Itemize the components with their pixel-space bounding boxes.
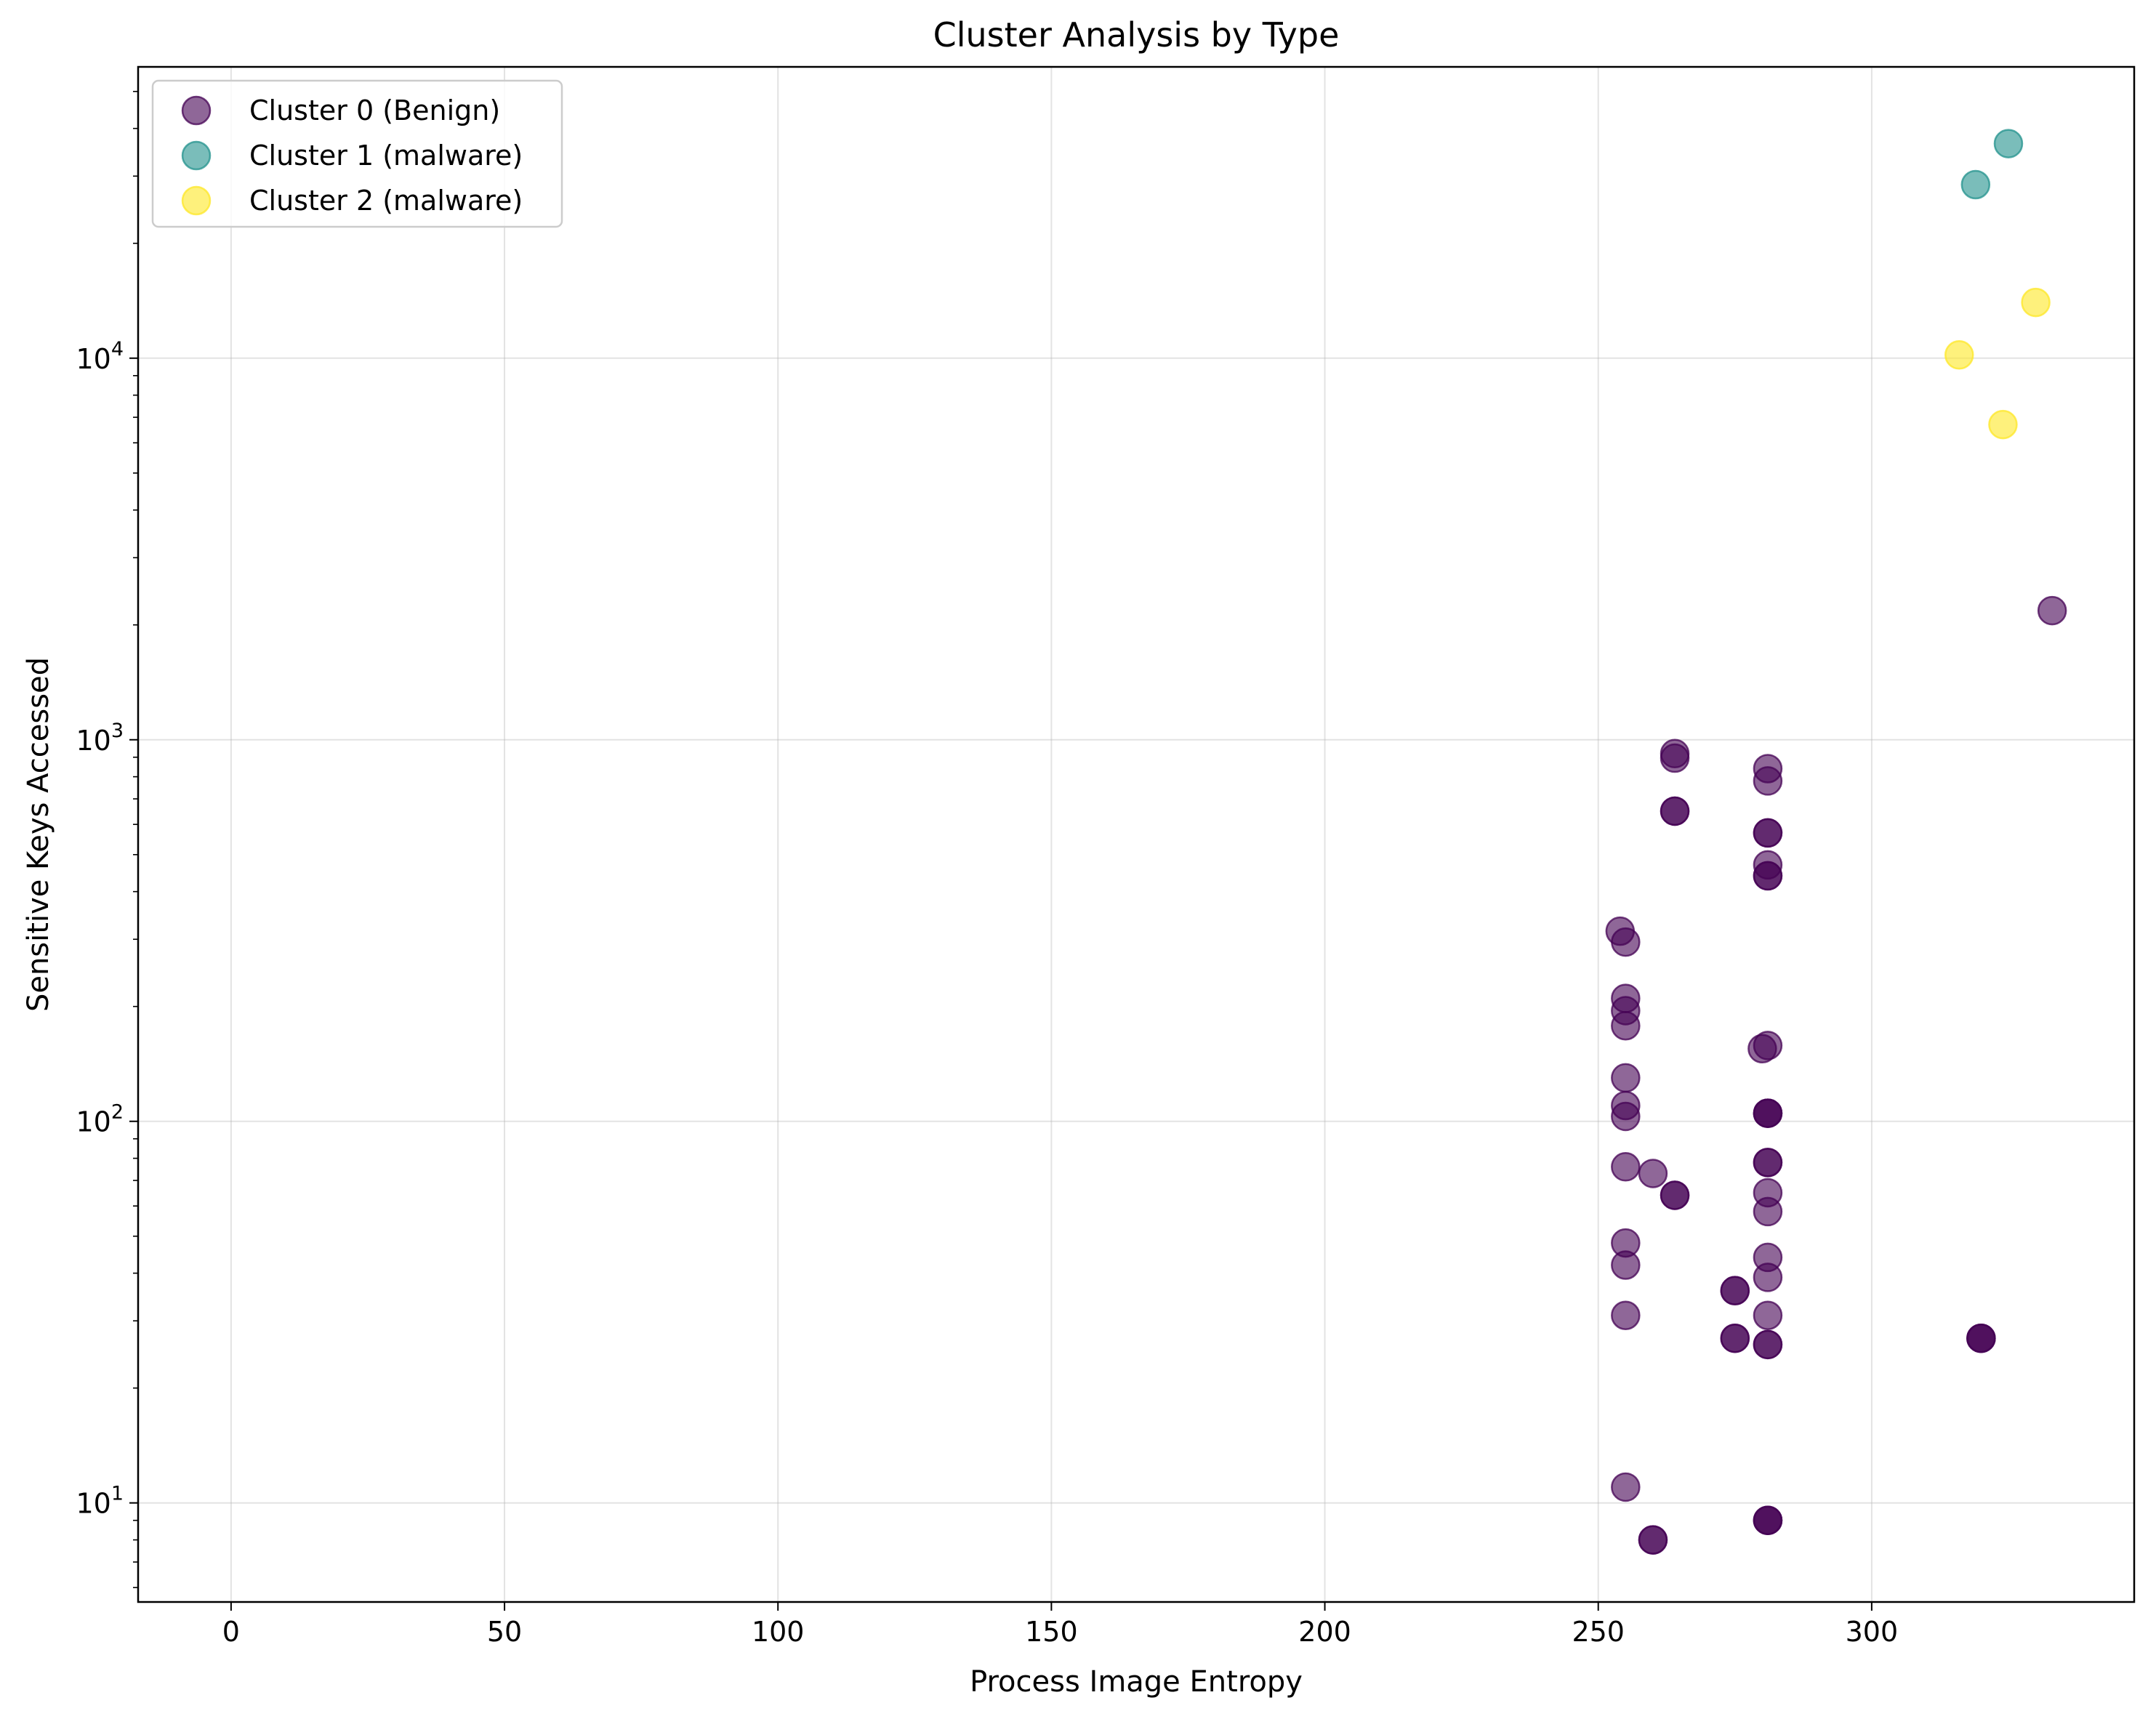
data-point-cluster-0-benign	[1966, 1323, 1996, 1353]
data-point-cluster-0-benign	[1753, 766, 1783, 796]
data-point-cluster-0-benign	[1638, 1525, 1668, 1555]
data-point-cluster-0-benign	[1611, 1011, 1641, 1041]
legend-label: Cluster 2 (malware)	[249, 185, 523, 217]
y-tick-label: 104	[76, 338, 124, 375]
data-point-cluster-0-benign	[1753, 861, 1783, 891]
y-tick-exponent: 1	[111, 1483, 124, 1505]
data-point-cluster-0-benign	[1753, 1263, 1783, 1292]
data-point-cluster-0-benign	[1611, 1472, 1641, 1502]
x-tick-label: 150	[1025, 1616, 1078, 1648]
data-point-cluster-1-malware	[1993, 129, 2024, 158]
data-point-cluster-0-benign	[1753, 1329, 1783, 1360]
y-tick-base: 10	[76, 1488, 110, 1520]
data-point-cluster-0-benign	[1660, 743, 1690, 773]
y-tick-exponent: 2	[111, 1101, 124, 1124]
x-tick-label: 50	[487, 1616, 522, 1648]
legend-label: Cluster 1 (malware)	[249, 140, 523, 172]
data-point-cluster-0-benign	[1611, 927, 1641, 957]
data-point-cluster-1-malware	[1960, 169, 1991, 200]
y-tick-base: 10	[76, 725, 110, 757]
data-point-cluster-0-benign	[1753, 818, 1783, 848]
data-point-cluster-0-benign	[1611, 1101, 1641, 1132]
grid-lines	[138, 67, 2134, 1602]
data-point-cluster-0-benign	[1753, 1098, 1783, 1128]
x-axis-label: Process Image Entropy	[970, 1665, 1303, 1699]
x-tick-label: 0	[222, 1616, 240, 1648]
data-point-cluster-2-malware	[1988, 409, 2018, 440]
data-point-cluster-0-benign	[1611, 1300, 1641, 1330]
data-points	[1605, 129, 2067, 1555]
y-tick-exponent: 3	[111, 720, 124, 742]
y-axis-label: Sensitive Keys Accessed	[22, 657, 55, 1012]
data-point-cluster-2-malware	[2021, 287, 2051, 318]
data-point-cluster-0-benign	[1638, 1159, 1668, 1188]
data-point-cluster-0-benign	[1753, 1031, 1783, 1060]
data-point-cluster-0-benign	[1753, 1196, 1783, 1227]
x-tick-label: 250	[1572, 1616, 1625, 1648]
data-point-cluster-0-benign	[1611, 1250, 1641, 1280]
data-point-cluster-0-benign	[1660, 1180, 1690, 1210]
legend-box	[151, 79, 563, 228]
data-point-cluster-0-benign	[2037, 595, 2067, 626]
x-tick-label: 100	[752, 1616, 805, 1648]
data-point-cluster-0-benign	[1753, 1505, 1783, 1535]
data-point-cluster-0-benign	[1611, 1152, 1641, 1182]
data-point-cluster-0-benign	[1660, 796, 1690, 826]
x-tick-label: 200	[1298, 1616, 1351, 1648]
legend-marker	[181, 140, 212, 171]
y-tick-label: 103	[76, 720, 124, 757]
data-point-cluster-0-benign	[1611, 1063, 1641, 1093]
legend-label: Cluster 0 (Benign)	[249, 94, 500, 126]
y-tick-label: 101	[76, 1483, 124, 1520]
data-point-cluster-0-benign	[1720, 1276, 1750, 1305]
legend: Cluster 0 (Benign) Cluster 1 (malware) Clu…	[151, 79, 563, 228]
plot-area-frame	[137, 65, 2136, 1603]
data-point-cluster-0-benign	[1753, 1148, 1783, 1177]
y-tick-base: 10	[76, 1106, 110, 1138]
data-point-cluster-0-benign	[1720, 1323, 1750, 1353]
legend-marker	[181, 185, 212, 216]
data-point-cluster-2-malware	[1944, 340, 1974, 370]
y-tick-exponent: 4	[111, 338, 124, 361]
y-tick-base: 10	[76, 343, 110, 375]
x-tick-label: 300	[1846, 1616, 1899, 1648]
y-tick-label: 102	[76, 1101, 124, 1138]
chart-title: Cluster Analysis by Type	[933, 15, 1340, 55]
data-point-cluster-0-benign	[1753, 1300, 1783, 1330]
legend-marker	[181, 95, 212, 126]
